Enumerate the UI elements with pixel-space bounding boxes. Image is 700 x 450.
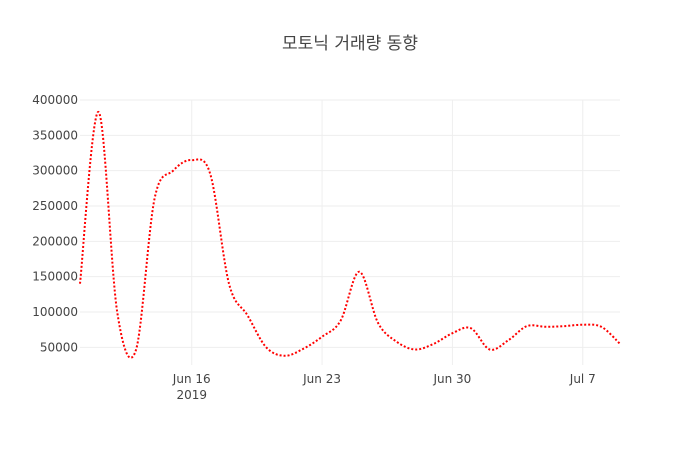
plot-area	[79, 110, 621, 359]
y-tick-label: 250000	[32, 199, 78, 213]
x-tick-label: Jun 30	[432, 372, 471, 386]
x-tick-label: Jun 23	[302, 372, 341, 386]
x-tick-label: Jul 7	[569, 372, 596, 386]
y-tick-label: 150000	[32, 270, 78, 284]
y-tick-label: 100000	[32, 305, 78, 319]
x-tick-label: Jun 16	[172, 372, 211, 386]
series-line	[79, 110, 621, 359]
y-tick-label: 200000	[32, 234, 78, 248]
chart-title: 모토닉 거래량 동향	[282, 34, 418, 54]
y-tick-label: 50000	[40, 340, 78, 354]
y-axis: 50000 100000 150000 200000 250000 300000 35000…	[32, 93, 78, 354]
x-year-label: 2019	[176, 388, 207, 402]
x-axis: 2019 Jun 16 Jun 23 Jun 30 Jul 7	[172, 372, 596, 402]
y-tick-label: 300000	[32, 164, 78, 178]
y-tick-label: 400000	[32, 93, 78, 107]
grid	[80, 99, 620, 365]
y-tick-label: 350000	[32, 128, 78, 142]
